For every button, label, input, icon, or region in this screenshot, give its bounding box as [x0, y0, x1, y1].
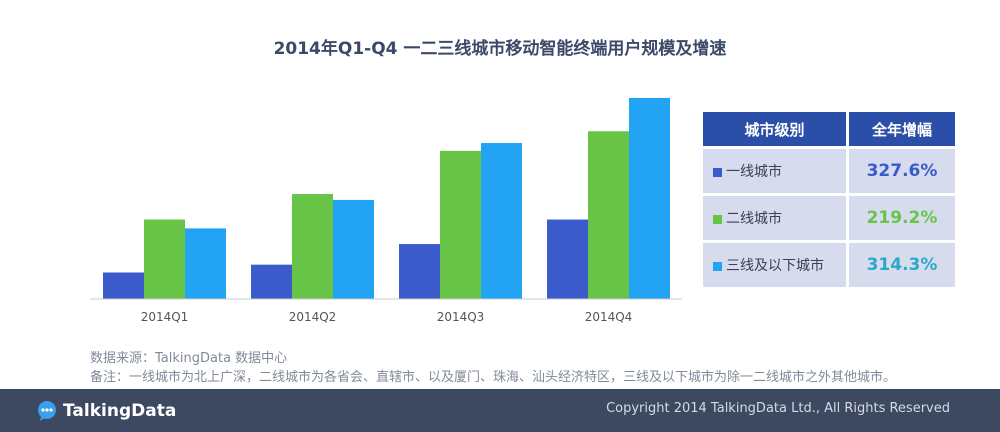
chart-title: 2014年Q1-Q4 一二三线城市移动智能终端用户规模及增速 [273, 39, 727, 59]
legend-label: 三线及以下城市 [726, 258, 824, 274]
growth-value: 327.6% [849, 146, 955, 193]
legend-label: 一线城市 [726, 164, 782, 180]
legend-label-cell: 二线城市 [703, 193, 849, 240]
copyright-text: Copyright 2014 TalkingData Ltd., All Rig… [606, 401, 950, 416]
legend-label-cell: 三线及以下城市 [703, 240, 849, 287]
table-row: 三线及以下城市 314.3% [703, 240, 955, 287]
growth-table: 城市级别 全年增幅 一线城市 327.6% 二线城市 219.2% 三线及以下城… [703, 112, 955, 287]
bar-2014Q2-tier2 [292, 194, 333, 299]
growth-value: 314.3% [849, 240, 955, 287]
bar-chart: 2014Q1 2014Q2 2014Q3 2014Q4 [90, 97, 682, 324]
growth-value: 219.2% [849, 193, 955, 240]
logo-bubble-icon [38, 401, 56, 421]
bar-2014Q4-tier2 [588, 131, 629, 299]
bar-2014Q4-tier1 [547, 219, 588, 299]
bar-2014Q1-tier1 [103, 272, 144, 299]
footer-bar: TalkingData Copyright 2014 TalkingData L… [0, 389, 1000, 432]
remark-note: 备注：一线城市为北上广深，二线城市为各省会、直辖市、以及厦门、珠海、汕头经济特区… [90, 370, 897, 385]
bar-2014Q2-tier3 [333, 199, 374, 299]
legend-swatch-tier2 [713, 214, 722, 224]
bar-2014Q2-tier1 [251, 264, 292, 299]
x-axis-ticks: 2014Q1 2014Q2 2014Q3 2014Q4 [141, 310, 633, 324]
x-tick-label: 2014Q3 [437, 310, 485, 324]
data-source-note: 数据来源：TalkingData 数据中心 [90, 351, 288, 366]
bar-2014Q1-tier2 [144, 219, 185, 299]
legend-label-cell: 一线城市 [703, 146, 849, 193]
bars-group [103, 97, 670, 300]
x-tick-label: 2014Q1 [141, 310, 189, 324]
bar-2014Q3-tier1 [399, 244, 440, 299]
header-annual-growth: 全年增幅 [849, 112, 955, 146]
header-city-level: 城市级别 [703, 112, 849, 146]
x-tick-label: 2014Q4 [585, 310, 633, 324]
bar-2014Q3-tier3 [481, 143, 522, 299]
legend-swatch-tier3 [713, 261, 722, 271]
table-row: 二线城市 219.2% [703, 193, 955, 240]
table-row: 一线城市 327.6% [703, 146, 955, 193]
bar-2014Q1-tier3 [185, 228, 226, 299]
bar-2014Q3-tier2 [440, 150, 481, 299]
legend-swatch-tier1 [713, 167, 722, 177]
bar-2014Q4-tier3 [629, 97, 670, 300]
x-tick-label: 2014Q2 [289, 310, 337, 324]
legend-label: 二线城市 [726, 211, 782, 227]
talkingdata-logo: TalkingData [36, 399, 176, 423]
logo-text: TalkingData [63, 401, 177, 421]
